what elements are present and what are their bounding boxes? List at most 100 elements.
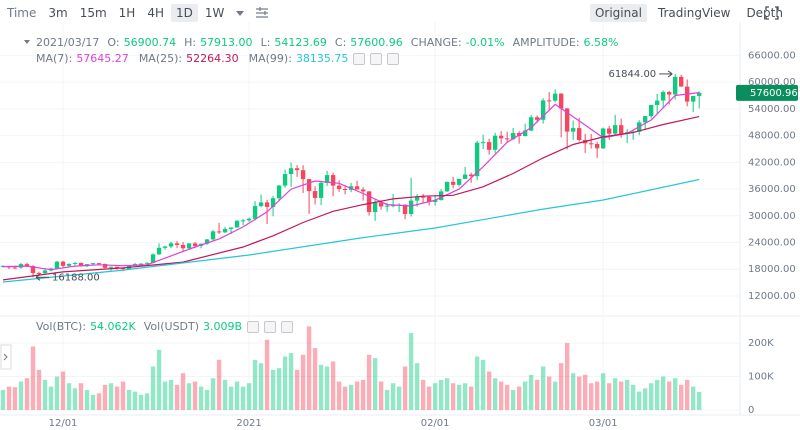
candle-body xyxy=(642,116,648,123)
candle-body xyxy=(246,218,252,221)
candle-body xyxy=(372,202,378,213)
volume-usdt-value: 3.009B xyxy=(203,320,243,333)
volume-bar xyxy=(348,384,354,410)
candle-body xyxy=(342,189,348,191)
candle-body xyxy=(30,265,36,274)
ma-name: MA(99): xyxy=(248,52,292,65)
volume-bar xyxy=(90,394,96,410)
candle-body xyxy=(480,142,486,144)
volume-bar xyxy=(414,363,420,410)
candle-body xyxy=(432,200,438,203)
volume-bar xyxy=(156,349,162,410)
interval-button[interactable]: 3m xyxy=(48,6,68,20)
volume-bar xyxy=(30,346,36,410)
candle-body xyxy=(150,254,156,263)
volume-bar xyxy=(264,339,270,410)
candle-body xyxy=(540,100,546,120)
volume-bar xyxy=(24,378,30,410)
candle-body xyxy=(378,202,384,207)
interval-button[interactable]: 1H xyxy=(118,6,136,20)
x-tick-label: 03/01 xyxy=(589,418,618,429)
volume-bar xyxy=(6,386,12,410)
view-button[interactable]: Original xyxy=(589,4,647,22)
volume-bar xyxy=(102,384,108,410)
fullscreen-icon[interactable] xyxy=(765,6,779,20)
y-tick-label: 12000.00 xyxy=(748,291,796,302)
volume-control[interactable] xyxy=(247,320,260,333)
ma-control[interactable] xyxy=(370,52,383,65)
volume-bar xyxy=(144,393,150,410)
interval-button[interactable]: 1W xyxy=(204,6,225,20)
candle-body xyxy=(336,185,342,190)
view-button[interactable]: Depth xyxy=(746,6,783,20)
candle-body xyxy=(672,76,678,95)
volume-tick-label: 200K xyxy=(748,338,774,349)
interval-button[interactable]: 4H xyxy=(147,6,165,20)
collapse-caret[interactable] xyxy=(24,40,30,44)
y-tick-label: 30000.00 xyxy=(748,211,796,222)
candle-body xyxy=(210,231,216,240)
candle-body xyxy=(312,191,318,198)
interval-button[interactable]: 15m xyxy=(79,6,107,20)
volume-bar xyxy=(486,371,492,410)
volume-bar xyxy=(330,361,336,410)
candle-body xyxy=(360,189,366,192)
settings-icon[interactable] xyxy=(256,7,268,18)
volume-bar xyxy=(54,376,60,410)
candle-body xyxy=(36,273,42,275)
volume-bar xyxy=(120,381,126,410)
volume-bar xyxy=(36,369,42,410)
candle-body xyxy=(408,200,414,215)
volume-bar xyxy=(462,383,468,410)
volume-bar xyxy=(642,388,648,410)
candle-body xyxy=(282,174,288,186)
candle-body xyxy=(450,181,456,185)
volume-bar xyxy=(132,391,138,410)
volume-bar xyxy=(420,379,426,410)
ma-control[interactable] xyxy=(387,52,400,65)
candle-body xyxy=(264,202,270,207)
volume-bar xyxy=(594,381,600,410)
candle-body xyxy=(594,144,600,149)
candle-body xyxy=(186,243,192,249)
volume-bar xyxy=(96,393,102,410)
volume-bar xyxy=(306,326,312,410)
candle-body xyxy=(528,117,534,131)
volume-bar xyxy=(606,383,612,410)
volume-bar xyxy=(510,389,516,410)
candle-body xyxy=(546,100,552,102)
volume-bar xyxy=(324,366,330,410)
volume-bar xyxy=(600,373,606,410)
interval-button[interactable]: Time xyxy=(7,6,37,20)
field-value: 6.58% xyxy=(583,36,619,49)
candle-body xyxy=(216,231,222,233)
x-tick-label: 2021 xyxy=(236,418,261,429)
volume-bar xyxy=(504,384,510,410)
candle-body xyxy=(330,175,336,186)
field-value: 57913.00 xyxy=(200,36,253,49)
volume-control[interactable] xyxy=(264,320,277,333)
view-button[interactable]: TradingView xyxy=(657,6,731,20)
ma-control[interactable] xyxy=(353,52,366,65)
candle-body xyxy=(300,170,306,180)
interval-button[interactable]: 1D xyxy=(171,4,198,22)
volume-bar xyxy=(666,381,672,410)
dropdown-caret[interactable] xyxy=(236,11,244,16)
volume-bar xyxy=(402,366,408,410)
candle-body xyxy=(168,243,174,247)
volume-bar xyxy=(294,369,300,410)
volume-bar xyxy=(282,356,288,410)
volume-bar xyxy=(426,386,432,410)
volume-control[interactable] xyxy=(281,320,294,333)
volume-bar xyxy=(432,383,438,410)
candle-body xyxy=(192,243,198,246)
volume-bar xyxy=(276,368,282,410)
candle-body xyxy=(486,142,492,150)
ma-name: MA(25): xyxy=(138,52,183,65)
candle-body xyxy=(78,262,84,267)
volume-bar xyxy=(234,381,240,410)
side-handle[interactable] xyxy=(0,344,12,370)
candle-body xyxy=(66,263,72,266)
volume-bar xyxy=(552,381,558,410)
